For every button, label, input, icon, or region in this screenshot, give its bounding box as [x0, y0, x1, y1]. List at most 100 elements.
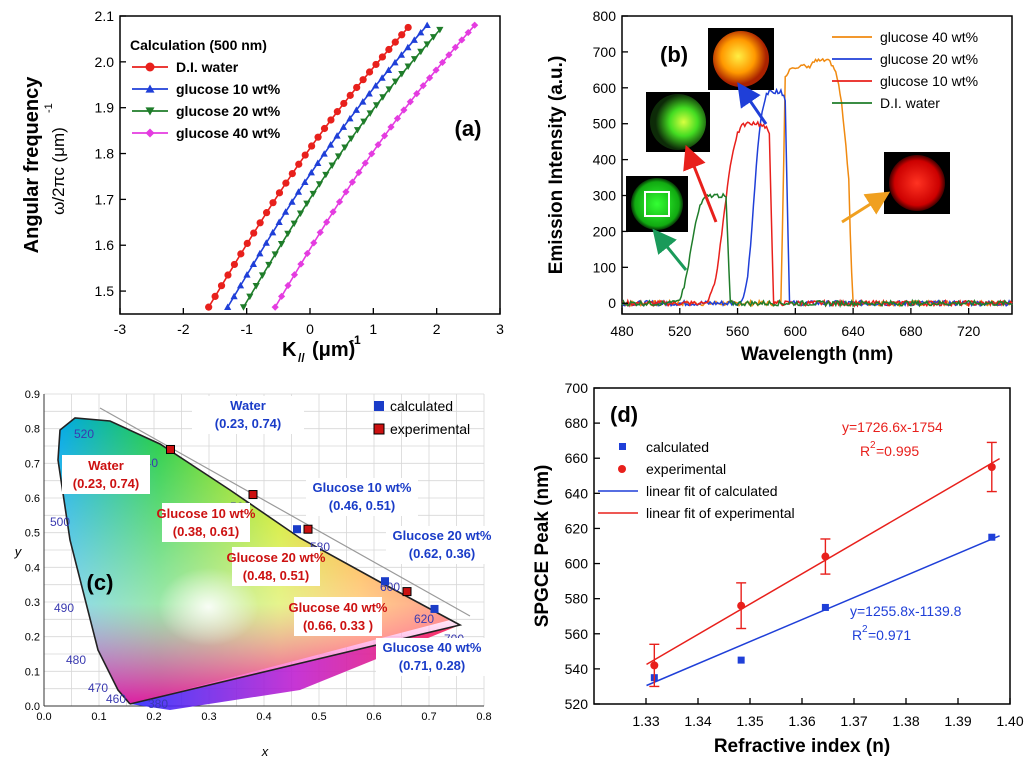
panel-c-wavelength-label: 380: [148, 697, 168, 711]
panel-a-series-point-1: [314, 159, 322, 166]
panel-a-series-point-2: [360, 118, 368, 126]
panel-a-series-point-3: [406, 98, 414, 106]
panel-c-xtick-label: 0.3: [201, 711, 216, 723]
panel-a-series-point-0: [333, 108, 341, 116]
panel-a-xtick-label: -2: [177, 321, 190, 337]
panel-a-series-point-0: [217, 282, 226, 290]
panel-a-series-point-1: [307, 168, 315, 176]
panel-d-legend-experimental-swatch: [618, 465, 626, 473]
panel-a-series-point-2: [347, 135, 355, 143]
panel-c-xtick-label: 0.0: [36, 711, 51, 723]
panel-a-series-point-0: [385, 45, 393, 54]
panel-c-experimental-annotation-coords: (0.38, 0.61): [173, 524, 240, 539]
panel-c-xtick-label: 0.1: [91, 711, 106, 723]
panel-a-series-point-2: [410, 56, 419, 63]
panel-b-inset-glucose10: [646, 92, 710, 152]
panel-d-ytick-label: 680: [565, 415, 589, 431]
panel-d-xtick-label: 1.33: [632, 713, 659, 729]
panel-a-series-point-1: [423, 21, 431, 29]
panel-a-xlabel: K // (μm) -1: [282, 333, 361, 365]
panel-a-series-point-1: [410, 36, 418, 43]
panel-b-series-line-3: [621, 192, 1013, 309]
panel-a-series-point-2: [385, 86, 393, 93]
panel-a-series-point-0: [346, 91, 354, 99]
panel-b-legend-label: glucose 40 wt%: [880, 29, 978, 45]
panel-a-xlabel-main: K: [282, 339, 297, 361]
panel-d-xlabel: Refractive index (n): [714, 736, 890, 757]
panel-a-series-point-0: [301, 151, 309, 159]
panel-d-xtick-label: 1.34: [684, 713, 711, 729]
panel-a-series-point-1: [275, 218, 283, 225]
panel-d-ylabel: SPGCE Peak (nm): [532, 465, 553, 628]
panel-b-label: (b): [660, 42, 688, 67]
panel-a-series-point-3: [297, 260, 305, 268]
panel-a-series-point-3: [451, 43, 459, 51]
panel-a-series-point-2: [379, 94, 387, 101]
panel-a-ytick-label: 1.6: [95, 237, 115, 253]
panel-a-series-point-0: [391, 38, 399, 46]
panel-c-ytick-label: 0.9: [25, 389, 40, 401]
panel-a-series-point-2: [391, 78, 400, 86]
panel-a-series-point-2: [429, 34, 438, 41]
panel-a-legend-swatch-marker: [145, 128, 155, 138]
panel-d-ytick-label: 640: [565, 485, 589, 501]
panel-a-xtick-label: 1: [369, 321, 377, 337]
panel-a-series-point-2: [341, 144, 349, 151]
panel-c-calculated-annotation-bg: [386, 526, 498, 564]
panel-a-series-point-1: [320, 150, 328, 157]
panel-b-ytick-label: 400: [593, 152, 617, 168]
panel-a-series-point-3: [329, 208, 337, 216]
panel-a-series-point-3: [278, 292, 286, 300]
panel-a-series-point-0: [224, 271, 232, 279]
panel-c-ytick-label: 0.6: [25, 493, 40, 505]
panel-d-fit-exp-r2-value: =0.995: [876, 443, 919, 459]
panel-c-wavelength-label: 490: [54, 601, 74, 615]
panel-b-ytick-label: 700: [593, 44, 617, 60]
panel-a-series-point-0: [327, 116, 335, 124]
panel-a-xlabel-unit: (μm): [312, 339, 355, 361]
panel-a-series-point-0: [211, 292, 219, 301]
panel-a-series-point-3: [342, 188, 350, 196]
panel-d-fit-calc-r2-exp: 2: [862, 624, 868, 635]
panel-a-series-point-3: [445, 51, 453, 59]
panel-c-calculated-annotation-bg: [192, 396, 304, 434]
panel-c-wavelength-label: 470: [88, 681, 108, 695]
panel-d-fit-exp-r2: R 2 =0.995: [860, 440, 919, 459]
panel-a-series-point-1: [417, 28, 425, 36]
panel-a-series-point-1: [281, 208, 290, 215]
panel-b-xtick-label: 600: [784, 323, 808, 339]
panel-a-series-point-3: [419, 82, 427, 90]
panel-a-series-point-1: [404, 43, 412, 51]
panel-a-legend-label: glucose 10 wt%: [176, 81, 281, 97]
panel-a-series-point-2: [309, 190, 317, 198]
panel-d-fit-exp-r2-prefix: R: [860, 443, 870, 459]
panel-a-ytick-label: 2.1: [95, 8, 115, 24]
panel-a-series-point-2: [296, 210, 305, 218]
panel-b-xtick-label: 680: [899, 323, 923, 339]
panel-a-series-point-3: [348, 178, 356, 186]
panel-b-legend-label: glucose 10 wt%: [880, 73, 978, 89]
panel-b-xlabel: Wavelength (nm): [741, 344, 893, 365]
panel-d-legend-label: experimental: [646, 461, 726, 477]
panel-a-xtick-label: 0: [306, 321, 314, 337]
panel-c-wavelength-label: 460: [106, 692, 126, 706]
panel-d-experimental-point-3: [987, 463, 996, 471]
panel-d-ytick-label: 660: [565, 450, 589, 466]
panel-a-xtick-label: 2: [433, 321, 441, 337]
panel-c-experimental-annotation-name: Water: [88, 458, 124, 473]
panel-d-experimental-point-2: [821, 552, 830, 561]
panel-a-series-point-0: [269, 199, 277, 207]
panel-a-xlabel-exp: -1: [350, 333, 361, 347]
panel-a-series-point-2: [258, 272, 267, 279]
panel-c-experimental-annotation-name: Glucose 20 wt%: [227, 550, 326, 565]
panel-c-calculated-annotation-name: Water: [230, 398, 266, 413]
panel-c-ylabel: y: [14, 544, 23, 559]
panel-a-series-point-1: [224, 303, 232, 311]
panel-b-ytick-label: 0: [608, 295, 616, 311]
panel-c-calculated-annotation-coords: (0.46, 0.51): [329, 498, 396, 513]
panel-a-series-point-2: [246, 293, 254, 301]
panel-a-series-point-3: [393, 114, 402, 123]
panel-c-legend-calculated-label: calculated: [390, 398, 453, 414]
panel-d-fit-calc-r2: R 2 =0.971: [852, 624, 911, 643]
panel-a-series-point-0: [365, 68, 374, 76]
